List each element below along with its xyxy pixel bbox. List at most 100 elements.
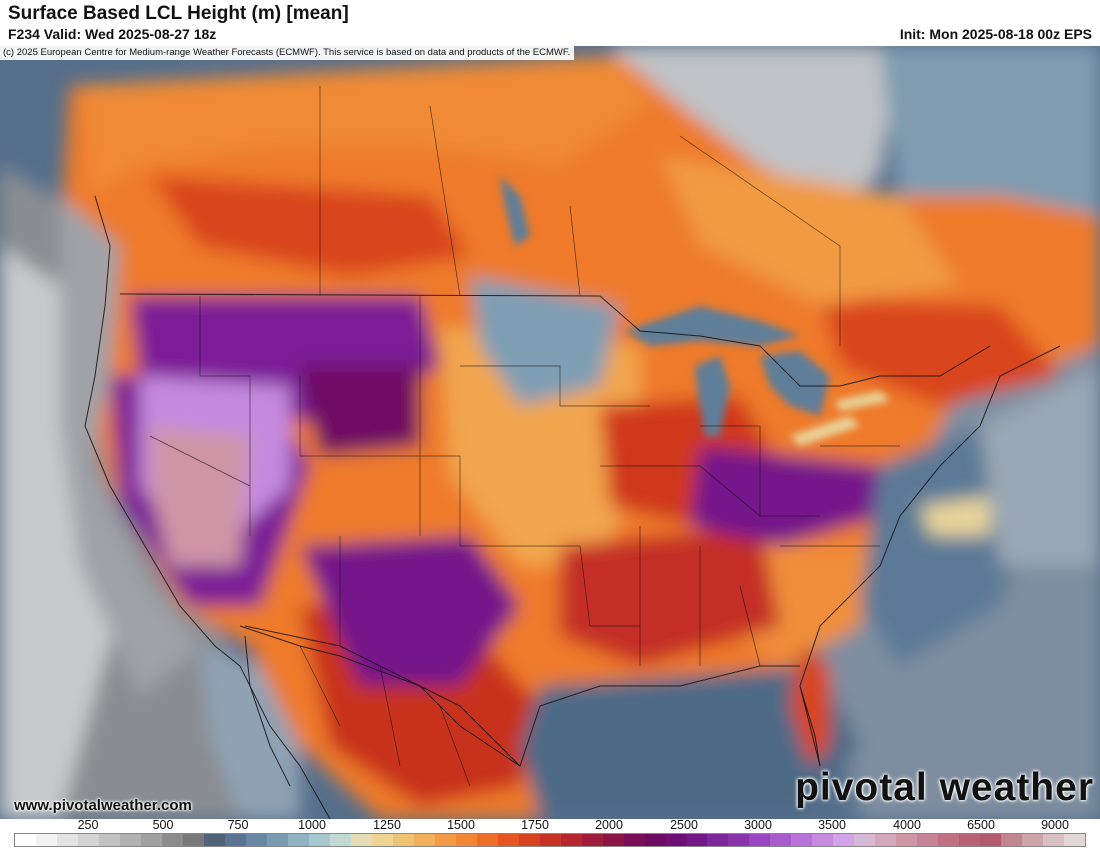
west-coastline [84, 195, 241, 667]
copyright-notice: (c) 2025 European Centre for Medium-rang… [0, 46, 575, 60]
lake-michigan [695, 356, 730, 436]
colorbar-tick-label: 750 [227, 818, 249, 832]
colorbar-swatch [623, 834, 645, 846]
valid-time: F234 Valid: Wed 2025-08-27 18z [8, 26, 217, 42]
colorbar-tick-label: 1250 [373, 818, 401, 832]
colorbar-swatch [350, 834, 372, 846]
colorbar-swatch [224, 834, 246, 846]
colorbar-swatch [455, 834, 477, 846]
colorbar-swatch [371, 834, 393, 846]
state-border-7 [149, 435, 251, 487]
mexico-state-borders [299, 645, 471, 787]
lake-erie [790, 416, 860, 446]
colorbar-swatch [308, 834, 330, 846]
south-red [560, 526, 780, 666]
four-corners-purple [300, 536, 520, 686]
colorbar-swatch [791, 834, 813, 846]
colorbar-swatch [329, 834, 351, 846]
gulf-blue [520, 666, 860, 819]
header: Surface Based LCL Height (m) [mean] F234… [0, 0, 1100, 46]
canada-province-border-4 [679, 135, 841, 346]
state-border-1 [199, 296, 251, 536]
colorbar-tick-label: 3000 [744, 818, 772, 832]
colorbar-swatch [581, 834, 603, 846]
colorbar-tick-label: 250 [77, 818, 99, 832]
baja-peninsula [244, 635, 291, 787]
colorbar-swatch [980, 834, 1002, 846]
colorbar-swatch [749, 834, 771, 846]
colorado-purple [300, 366, 420, 456]
colorbar-swatch [413, 834, 435, 846]
state-border-4 [460, 365, 650, 407]
colorbar-swatch [665, 834, 687, 846]
colorbar-swatch [644, 834, 666, 846]
init-time: Init: Mon 2025-08-18 00z EPS [899, 26, 1092, 42]
colorbar-swatch [35, 834, 57, 846]
lake-superior [625, 306, 800, 346]
map-title: Surface Based LCL Height (m) [mean] [8, 3, 349, 24]
colorbar-tick-label: 2000 [595, 818, 623, 832]
hudson-bay-gray [610, 46, 900, 216]
colorbar-swatch [161, 834, 183, 846]
colorbar-tick-label: 1750 [521, 818, 549, 832]
colorbar-swatch [140, 834, 162, 846]
colorbar-swatch [392, 834, 414, 846]
state-border-11 [739, 585, 761, 667]
quebec-orange [660, 156, 960, 306]
colorbar-swatch [266, 834, 288, 846]
colorbar-tick-labels: 250 500 750 1000 1250 1500 1750 2000 2500 3000 350… [0, 818, 1100, 832]
colorbar-tick-label: 500 [152, 818, 174, 832]
colorbar-swatch [560, 834, 582, 846]
north-orange-band [80, 56, 650, 196]
colorbar-tick-label: 4000 [893, 818, 921, 832]
colorbar-swatch [1001, 834, 1023, 846]
west-atlantic-light-gray [980, 366, 1100, 566]
colorbar-swatch [812, 834, 834, 846]
west-coast-gray [60, 196, 200, 696]
colorbar-swatch [434, 834, 456, 846]
lake-huron [760, 351, 830, 416]
colorbar-swatch [245, 834, 267, 846]
lake-winnipeg [500, 176, 530, 246]
us-canada-border [119, 293, 991, 387]
ohio-valley-purple [690, 446, 880, 546]
east-coastline [799, 345, 1061, 767]
state-border-2 [299, 376, 421, 536]
colorbar-swatch [707, 834, 729, 846]
colorbar-swatch [1064, 834, 1086, 846]
colorbar-swatch [917, 834, 939, 846]
florida-red [790, 646, 830, 766]
baja-coast-gray [200, 646, 300, 819]
colorbar-swatch [98, 834, 120, 846]
colorbar-swatch [182, 834, 204, 846]
website-link[interactable]: www.pivotalweather.com [14, 797, 192, 814]
colorbar-swatch [602, 834, 624, 846]
colorbar-swatch [77, 834, 99, 846]
state-border-8 [600, 465, 820, 517]
state-border-14 [700, 425, 761, 516]
colorbar-tick-label: 1000 [298, 818, 326, 832]
colorbar-swatch [1022, 834, 1044, 846]
mexico-west-coast [239, 665, 331, 819]
colorbar-swatch [728, 834, 750, 846]
atlantic-yellow-cell [920, 496, 990, 536]
nevada-pink [150, 426, 250, 566]
colorbar-swatch [686, 834, 708, 846]
canada-province-border-3 [569, 205, 581, 297]
colorbar-swatch [56, 834, 78, 846]
colorbar-swatch [938, 834, 960, 846]
pacific-light-field [0, 246, 120, 819]
colorbar-swatch [15, 834, 36, 846]
pivotal-weather-logo: pivotal weather [795, 766, 1094, 809]
colorbar-swatch [896, 834, 918, 846]
colorbar-swatch [854, 834, 876, 846]
colorbar-swatch [518, 834, 540, 846]
colorbar-swatch [1043, 834, 1065, 846]
canada-province-border-2 [429, 105, 461, 297]
colorbar-swatch [287, 834, 309, 846]
canada-red-band [150, 176, 470, 276]
us-mexico-border [239, 625, 521, 767]
state-border-3 [419, 296, 461, 546]
colorbar-swatch [539, 834, 561, 846]
